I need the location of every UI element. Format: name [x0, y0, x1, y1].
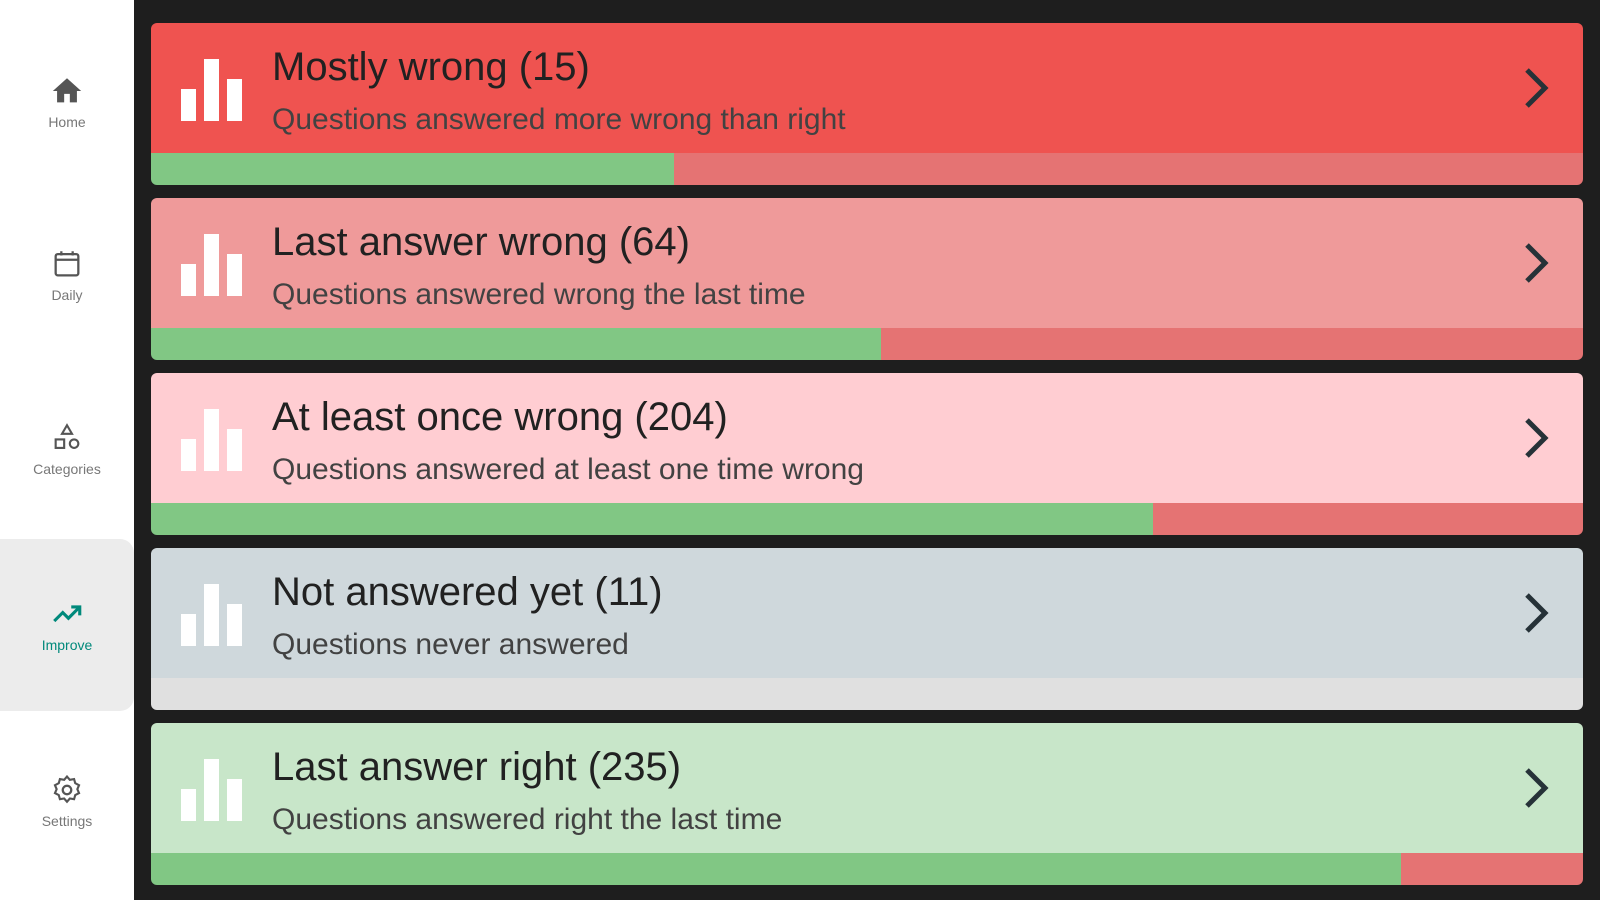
- progress-right: [151, 153, 674, 185]
- sidebar: Home Daily Categories Improve Settings: [0, 0, 134, 900]
- nav-label: Settings: [41, 813, 93, 829]
- card-subtitle: Questions never answered: [272, 628, 629, 661]
- nav-categories[interactable]: Categories: [0, 363, 134, 535]
- nav-label: Daily: [51, 287, 83, 303]
- progress-remaining: [151, 678, 1583, 710]
- bar-chart-icon: [181, 234, 242, 296]
- nav-settings[interactable]: Settings: [0, 715, 134, 887]
- card-subtitle: Questions answered wrong the last time: [272, 278, 806, 311]
- bar-chart-icon: [181, 59, 242, 121]
- progress-bar: [151, 678, 1583, 710]
- improve-card[interactable]: Last answer right (235) Questions answer…: [151, 723, 1583, 885]
- bar-chart-icon: [181, 409, 242, 471]
- card-subtitle: Questions answered more wrong than right: [272, 103, 846, 136]
- card-title: Last answer right (235): [272, 745, 682, 789]
- nav-label: Home: [48, 114, 86, 130]
- card-body: Mostly wrong (15) Questions answered mor…: [151, 23, 1583, 153]
- nav-home[interactable]: Home: [0, 16, 134, 188]
- progress-right: [151, 328, 882, 360]
- card-body: At least once wrong (204) Questions answ…: [151, 373, 1583, 503]
- chevron-right-icon: [1525, 243, 1549, 283]
- card-title: Not answered yet (11): [272, 570, 663, 614]
- improve-card[interactable]: Last answer wrong (64) Questions answere…: [151, 198, 1583, 360]
- bar-chart-icon: [181, 759, 242, 821]
- chevron-right-icon: [1525, 593, 1549, 633]
- progress-remaining: [1401, 853, 1583, 885]
- shapes-icon: [54, 423, 80, 449]
- card-body: Last answer wrong (64) Questions answere…: [151, 198, 1583, 328]
- card-title: Last answer wrong (64): [272, 220, 690, 264]
- card-subtitle: Questions answered right the last time: [272, 803, 783, 836]
- nav-daily[interactable]: Daily: [0, 189, 134, 361]
- progress-bar: [151, 503, 1583, 535]
- progress-right: [151, 503, 1154, 535]
- card-body: Not answered yet (11) Questions never an…: [151, 548, 1583, 678]
- trending-up-icon: [53, 605, 82, 623]
- card-subtitle: Questions answered at least one time wro…: [272, 453, 864, 486]
- nav-label: Improve: [41, 637, 93, 653]
- progress-remaining: [673, 153, 1583, 185]
- progress-bar: [151, 328, 1583, 360]
- improve-card[interactable]: At least once wrong (204) Questions answ…: [151, 373, 1583, 535]
- chevron-right-icon: [1525, 768, 1549, 808]
- home-icon: [52, 78, 82, 103]
- nav-improve[interactable]: Improve: [0, 539, 134, 711]
- card-body: Last answer right (235) Questions answer…: [151, 723, 1583, 853]
- nav-label: Categories: [33, 461, 101, 477]
- improve-card[interactable]: Not answered yet (11) Questions never an…: [151, 548, 1583, 710]
- card-title: At least once wrong (204): [272, 395, 728, 439]
- progress-bar: [151, 853, 1583, 885]
- chevron-right-icon: [1525, 418, 1549, 458]
- progress-remaining: [881, 328, 1583, 360]
- calendar-icon: [54, 251, 80, 277]
- card-title: Mostly wrong (15): [272, 45, 590, 89]
- chevron-right-icon: [1525, 68, 1549, 108]
- progress-right: [151, 853, 1402, 885]
- gear-icon: [53, 774, 81, 804]
- progress-bar: [151, 153, 1583, 185]
- improve-card[interactable]: Mostly wrong (15) Questions answered mor…: [151, 23, 1583, 185]
- bar-chart-icon: [181, 584, 242, 646]
- progress-remaining: [1153, 503, 1583, 535]
